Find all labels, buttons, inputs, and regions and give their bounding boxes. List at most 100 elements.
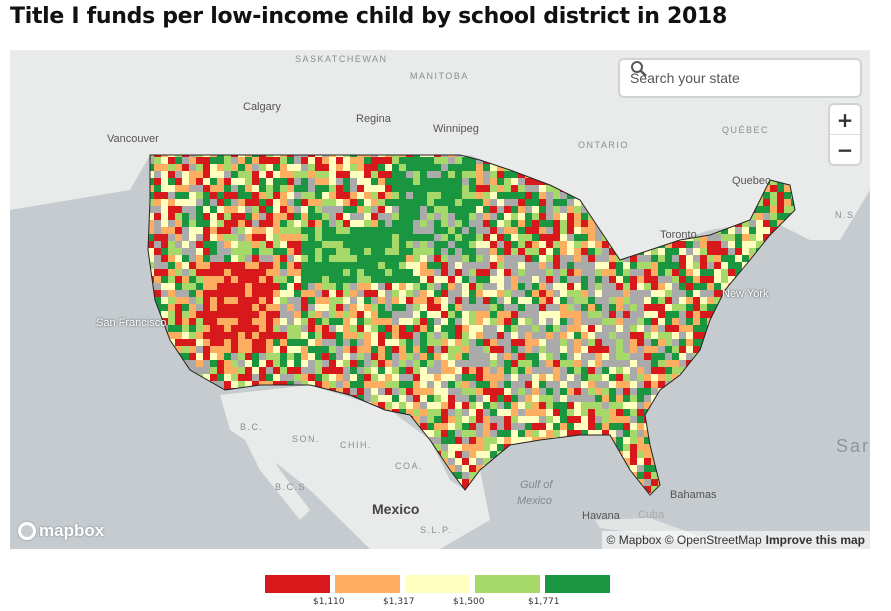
district-cell[interactable] (217, 269, 224, 276)
district-cell[interactable] (609, 493, 616, 500)
district-cell[interactable] (735, 262, 742, 269)
district-cell[interactable] (805, 276, 812, 283)
district-cell[interactable] (539, 241, 546, 248)
district-cell[interactable] (490, 318, 497, 325)
district-cell[interactable] (392, 150, 399, 157)
district-cell[interactable] (581, 367, 588, 374)
district-cell[interactable] (511, 346, 518, 353)
district-cell[interactable] (434, 234, 441, 241)
district-cell[interactable] (630, 381, 637, 388)
district-cell[interactable] (609, 248, 616, 255)
district-cell[interactable] (301, 374, 308, 381)
district-cell[interactable] (518, 255, 525, 262)
district-cell[interactable] (259, 269, 266, 276)
district-cell[interactable] (210, 332, 217, 339)
district-cell[interactable] (497, 339, 504, 346)
district-cell[interactable] (651, 318, 658, 325)
district-cell[interactable] (532, 346, 539, 353)
district-cell[interactable] (161, 493, 168, 500)
district-cell[interactable] (448, 248, 455, 255)
district-cell[interactable] (245, 472, 252, 479)
district-cell[interactable] (483, 206, 490, 213)
district-cell[interactable] (679, 255, 686, 262)
district-cell[interactable] (427, 157, 434, 164)
district-cell[interactable] (189, 171, 196, 178)
district-cell[interactable] (343, 283, 350, 290)
district-cell[interactable] (616, 423, 623, 430)
district-cell[interactable] (791, 283, 798, 290)
district-cell[interactable] (245, 346, 252, 353)
district-cell[interactable] (644, 395, 651, 402)
district-cell[interactable] (413, 206, 420, 213)
district-cell[interactable] (616, 367, 623, 374)
district-cell[interactable] (756, 374, 763, 381)
district-cell[interactable] (763, 353, 770, 360)
district-cell[interactable] (413, 360, 420, 367)
district-cell[interactable] (420, 234, 427, 241)
district-cell[interactable] (511, 241, 518, 248)
district-cell[interactable] (189, 332, 196, 339)
district-cell[interactable] (441, 269, 448, 276)
district-cell[interactable] (273, 157, 280, 164)
district-cell[interactable] (315, 241, 322, 248)
district-cell[interactable] (630, 402, 637, 409)
district-cell[interactable] (798, 276, 805, 283)
district-cell[interactable] (168, 416, 175, 423)
district-cell[interactable] (147, 437, 154, 444)
district-cell[interactable] (168, 262, 175, 269)
district-cell[interactable] (728, 402, 735, 409)
district-cell[interactable] (476, 325, 483, 332)
district-cell[interactable] (203, 465, 210, 472)
district-cell[interactable] (175, 388, 182, 395)
district-cell[interactable] (588, 227, 595, 234)
district-cell[interactable] (707, 472, 714, 479)
district-cell[interactable] (539, 458, 546, 465)
district-cell[interactable] (217, 458, 224, 465)
district-cell[interactable] (805, 416, 812, 423)
district-cell[interactable] (189, 318, 196, 325)
district-cell[interactable] (497, 444, 504, 451)
district-cell[interactable] (798, 248, 805, 255)
district-cell[interactable] (497, 213, 504, 220)
district-cell[interactable] (420, 332, 427, 339)
district-cell[interactable] (721, 346, 728, 353)
district-cell[interactable] (462, 423, 469, 430)
district-cell[interactable] (147, 220, 154, 227)
district-cell[interactable] (546, 458, 553, 465)
district-cell[interactable] (658, 423, 665, 430)
district-cell[interactable] (623, 304, 630, 311)
district-cell[interactable] (476, 402, 483, 409)
district-cell[interactable] (161, 458, 168, 465)
district-cell[interactable] (392, 311, 399, 318)
district-cell[interactable] (357, 381, 364, 388)
district-cell[interactable] (217, 276, 224, 283)
district-cell[interactable] (364, 192, 371, 199)
district-cell[interactable] (665, 241, 672, 248)
district-cell[interactable] (469, 227, 476, 234)
district-cell[interactable] (203, 360, 210, 367)
district-cell[interactable] (770, 409, 777, 416)
district-cell[interactable] (147, 157, 154, 164)
district-cell[interactable] (406, 171, 413, 178)
district-cell[interactable] (455, 248, 462, 255)
district-cell[interactable] (231, 220, 238, 227)
district-cell[interactable] (714, 437, 721, 444)
district-cell[interactable] (448, 430, 455, 437)
district-cell[interactable] (175, 234, 182, 241)
district-cell[interactable] (434, 430, 441, 437)
district-cell[interactable] (210, 213, 217, 220)
district-cell[interactable] (413, 164, 420, 171)
district-cell[interactable] (315, 325, 322, 332)
district-cell[interactable] (266, 255, 273, 262)
district-cell[interactable] (567, 206, 574, 213)
district-cell[interactable] (532, 297, 539, 304)
district-cell[interactable] (560, 409, 567, 416)
district-cell[interactable] (665, 290, 672, 297)
district-cell[interactable] (623, 381, 630, 388)
district-cell[interactable] (273, 276, 280, 283)
district-cell[interactable] (308, 206, 315, 213)
district-cell[interactable] (476, 227, 483, 234)
district-cell[interactable] (308, 353, 315, 360)
district-cell[interactable] (280, 325, 287, 332)
district-cell[interactable] (154, 437, 161, 444)
